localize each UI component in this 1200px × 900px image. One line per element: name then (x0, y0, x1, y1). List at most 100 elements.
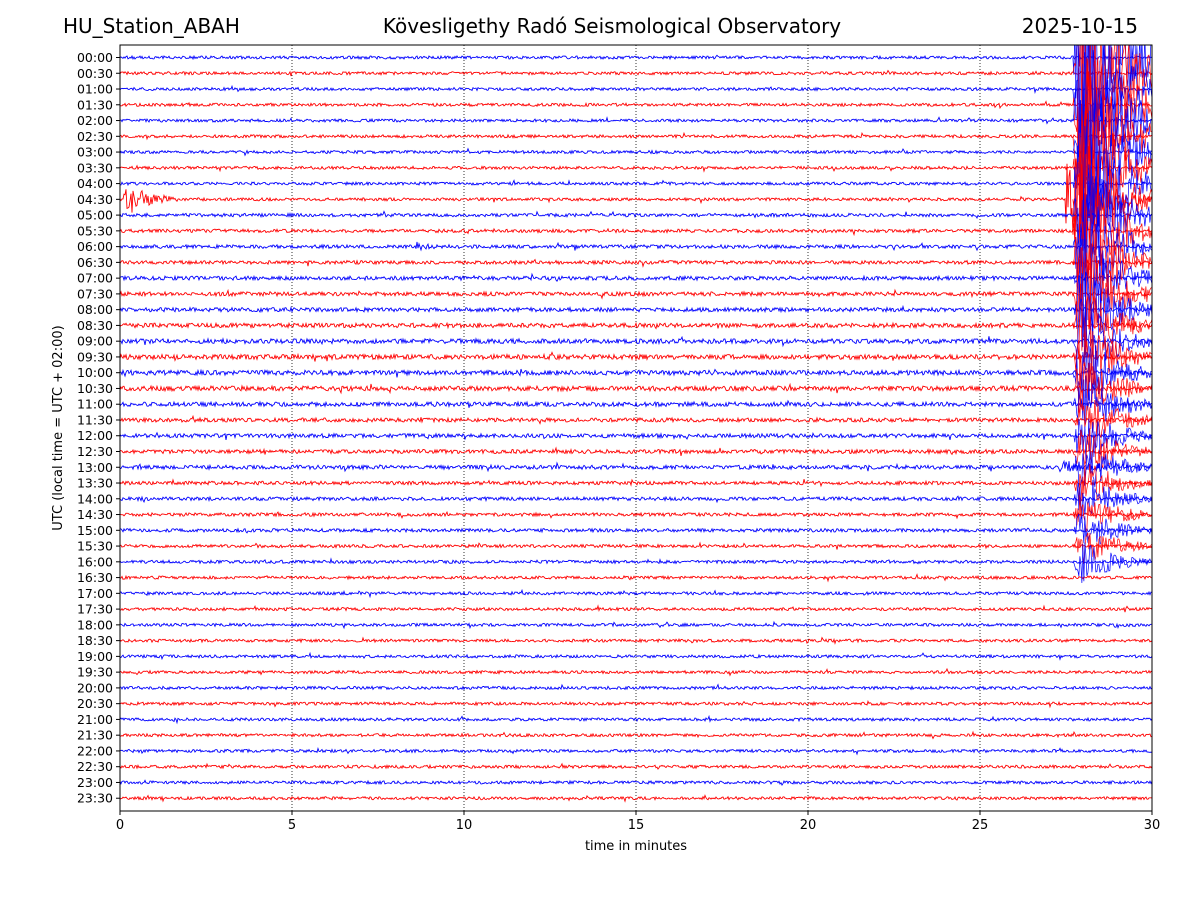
chart-title: Kövesligethy Radó Seismological Observat… (382, 14, 842, 38)
trace-row-1030 (120, 382, 1152, 395)
row-label: 04:30 (77, 192, 113, 207)
row-label: 12:30 (77, 444, 113, 459)
row-label: 06:00 (77, 239, 113, 254)
row-label: 05:30 (77, 223, 113, 238)
trace-row-1300 (120, 459, 1152, 473)
row-label: 16:30 (77, 570, 113, 585)
x-tick-label: 10 (456, 818, 473, 833)
grid-lines (291, 45, 981, 811)
trace-row-0200 (120, 116, 1152, 125)
quake-trace-row-0630 (1072, 215, 1152, 309)
row-label: 02:30 (77, 129, 113, 144)
quake-trace-row-1330 (1072, 463, 1152, 504)
trace-row-0100 (120, 84, 1152, 94)
trace-row-1830 (120, 636, 1152, 645)
row-label: 09:00 (77, 334, 113, 349)
row-label: 00:30 (77, 66, 113, 81)
row-label: 08:30 (77, 318, 113, 333)
row-label: 18:30 (77, 633, 113, 648)
row-label: 13:00 (77, 460, 113, 475)
quake-trace-row-0730 (1072, 247, 1152, 339)
trace-row-1400 (120, 495, 1152, 504)
trace-row-0630 (120, 258, 1152, 268)
row-label: 09:30 (77, 349, 113, 364)
trace-row-2030 (120, 699, 1152, 709)
quake-trace-row-1530 (1072, 532, 1152, 565)
chart-date: 2025-10-15 (1021, 14, 1138, 38)
trace-row-2100 (120, 714, 1152, 725)
quake-trace-row-0200 (1072, 45, 1152, 216)
quake-trace-row-0900 (1072, 297, 1152, 372)
trace-row-1200 (120, 431, 1152, 441)
row-label: 22:30 (77, 759, 113, 774)
row-label: 16:00 (77, 554, 113, 569)
quake-trace-row-1230 (1072, 428, 1152, 469)
quake-trace-row-0400 (1072, 119, 1152, 251)
trace-row-1230 (120, 446, 1152, 456)
trace-row-2300 (120, 779, 1152, 787)
row-label: 19:00 (77, 649, 113, 664)
x-tick-label: 0 (116, 818, 124, 833)
trace-row-0530 (120, 227, 1152, 237)
row-label: 01:00 (77, 82, 113, 97)
row-time-labels: 00:0000:3001:0001:3002:0002:3003:0003:30… (77, 50, 120, 806)
trace-row-1630 (120, 573, 1152, 583)
trace-row-1730 (120, 604, 1152, 613)
trace-row-1100 (120, 399, 1152, 408)
trace-row-0000 (120, 54, 1152, 61)
row-label: 07:30 (77, 286, 113, 301)
trace-row-0600 (120, 241, 1152, 252)
x-axis-label: time in minutes (585, 839, 687, 854)
row-label: 18:00 (77, 617, 113, 632)
row-label: 11:00 (77, 397, 113, 412)
quake-trace-row-1400 (1072, 479, 1152, 524)
trace-row-1330 (120, 478, 1152, 488)
row-label: 23:30 (77, 791, 113, 806)
trace-row-2130 (120, 730, 1152, 740)
row-label: 11:30 (77, 412, 113, 427)
row-label: 21:30 (77, 728, 113, 743)
trace-row-1500 (120, 527, 1152, 534)
trace-row-1130 (120, 414, 1152, 425)
trace-row-0830 (120, 321, 1152, 330)
station-name: HU_Station_ABAH (63, 14, 240, 38)
trace-row-2330 (120, 794, 1152, 803)
row-label: 08:00 (77, 302, 113, 317)
row-label: 20:00 (77, 680, 113, 695)
trace-row-1800 (120, 620, 1152, 630)
trace-row-0730 (120, 288, 1152, 300)
trace-row-0130 (120, 100, 1152, 110)
trace-row-1930 (120, 667, 1152, 677)
quake-trace-row-0930 (1072, 321, 1152, 386)
quake-trace-row-0530 (1072, 164, 1152, 298)
row-label: 04:00 (77, 176, 113, 191)
trace-row-0400 (120, 179, 1152, 187)
x-tick-label: 25 (972, 818, 989, 833)
trace-row-0300 (120, 147, 1152, 157)
row-label: 10:30 (77, 381, 113, 396)
quake-trace-row-0800 (1072, 271, 1152, 342)
trace-row-1700 (120, 588, 1152, 599)
trace-row-0700 (120, 272, 1152, 283)
x-tick-label: 30 (1144, 818, 1161, 833)
trace-row-0900 (120, 335, 1152, 348)
trace-row-2000 (120, 683, 1152, 691)
row-label: 02:00 (77, 113, 113, 128)
row-label: 12:00 (77, 428, 113, 443)
row-label: 19:30 (77, 665, 113, 680)
trace-row-0330 (120, 164, 1152, 173)
y-axis-label: UTC (local time = UTC + 02:00) (51, 325, 66, 530)
trace-row-2200 (120, 746, 1152, 756)
row-label: 00:00 (77, 50, 113, 65)
quake-trace-row-1600 (1072, 542, 1152, 584)
row-label: 17:30 (77, 602, 113, 617)
row-label: 15:00 (77, 523, 113, 538)
trace-row-0430 (120, 158, 1152, 243)
row-label: 07:00 (77, 271, 113, 286)
trace-row-0030 (120, 69, 1152, 77)
row-label: 03:00 (77, 145, 113, 160)
trace-row-1430 (120, 510, 1152, 520)
row-label: 20:30 (77, 696, 113, 711)
row-label: 05:00 (77, 208, 113, 223)
